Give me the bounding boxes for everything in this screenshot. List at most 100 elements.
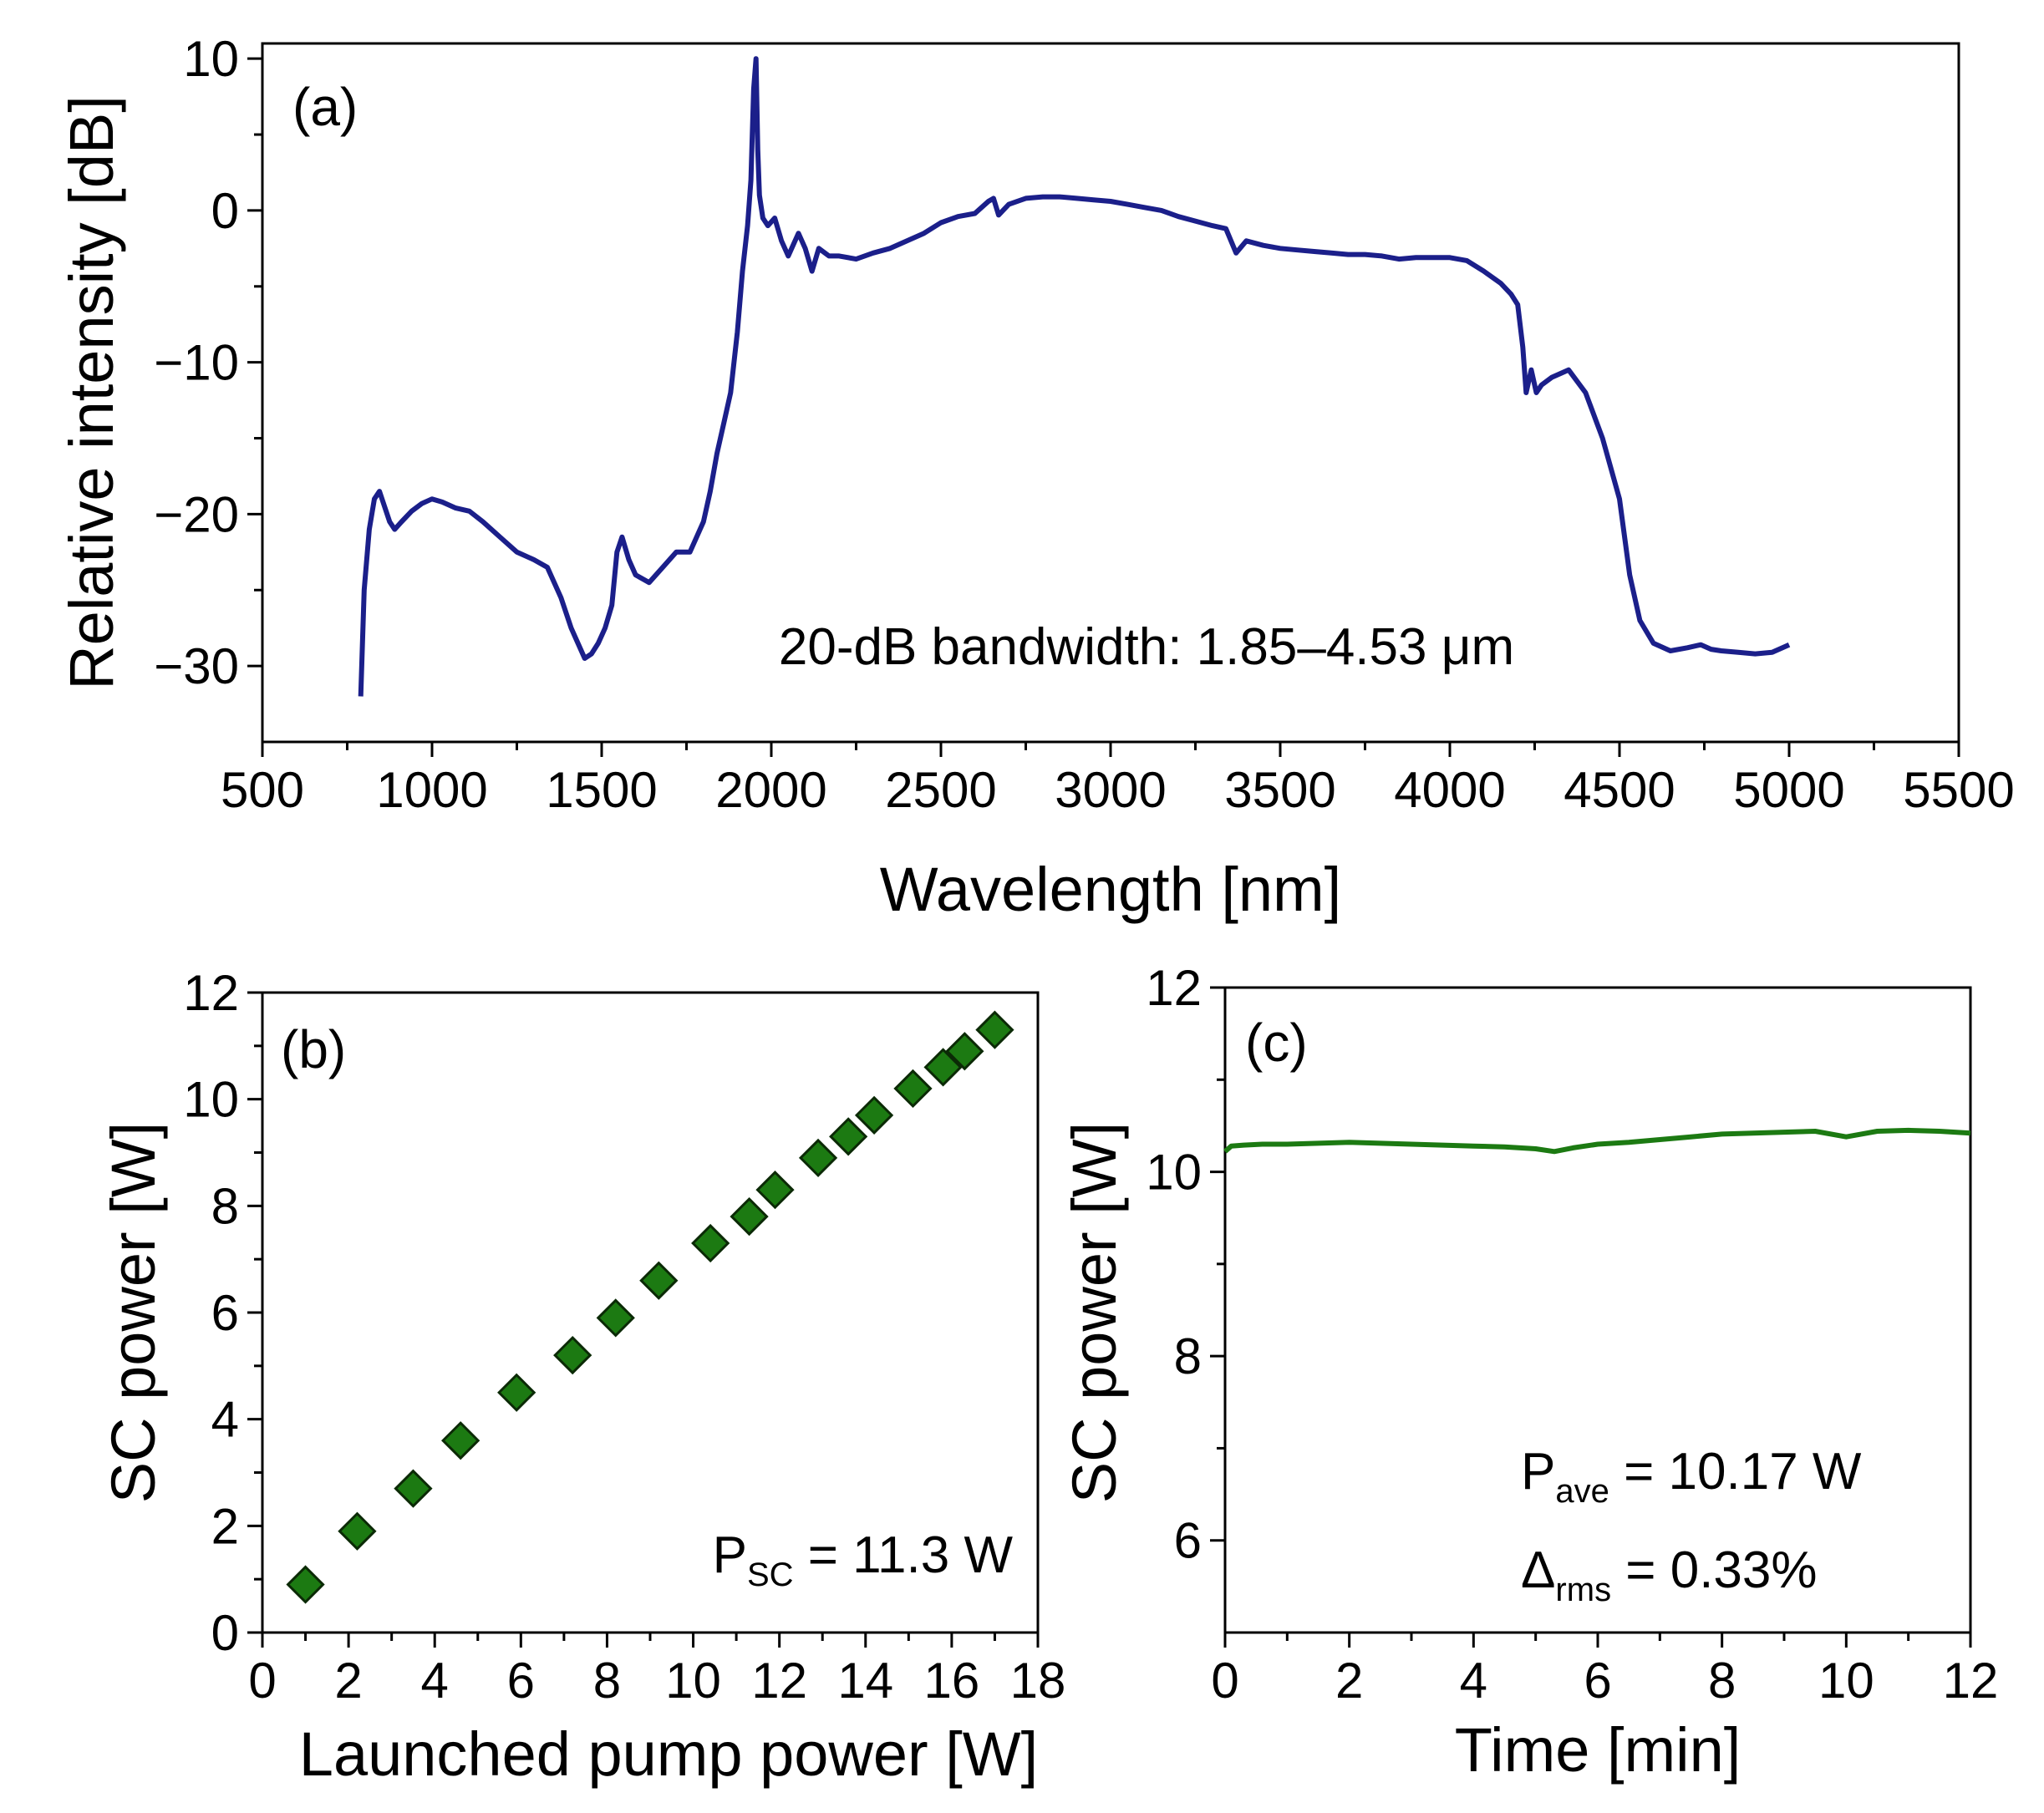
data-point xyxy=(755,1171,795,1210)
data-point xyxy=(730,1196,769,1237)
y-tick-label: 12 xyxy=(1146,960,1202,1016)
data-point xyxy=(338,1511,377,1551)
panel-c-label: (c) xyxy=(1245,1013,1308,1073)
panel-c-power-line xyxy=(1223,1127,1971,1155)
panel-c-frame xyxy=(1223,986,1972,1634)
panel-c-pave-subscript: ave xyxy=(1555,1473,1609,1510)
data-point xyxy=(945,1032,984,1071)
panel-c-y-axis-label: SC power [W] xyxy=(1060,1122,1129,1503)
panel-b-psc-subscript: SC xyxy=(747,1557,794,1593)
panel-a-x-tick-labels: 500 1000 1500 2000 2500 3000 3500 4000 4500 5000 5… xyxy=(221,762,2015,818)
panel-a-ticks xyxy=(247,57,1960,757)
panel-a-label: (a) xyxy=(292,77,358,137)
data-point xyxy=(854,1095,894,1135)
x-tick-label: 3500 xyxy=(1224,762,1335,818)
x-tick-label: 8 xyxy=(593,1653,621,1709)
panel-c-y-tick-labels: 6 8 10 12 xyxy=(1146,960,1202,1569)
panel-b-label: (b) xyxy=(281,1019,346,1079)
y-tick-label: 8 xyxy=(1174,1328,1202,1384)
data-point xyxy=(923,1048,963,1087)
panel-b-power-scaling-chart: 0 2 4 6 8 10 12 14 16 18 0 2 4 6 8 10 12 (b) PSC = 11.3… xyxy=(99,965,1065,1789)
panel-a-x-axis-label: Wavelength [nm] xyxy=(880,855,1342,924)
x-tick-label: 2000 xyxy=(715,762,826,818)
x-tick-label: 1000 xyxy=(376,762,487,818)
panel-c-pave-annotation: Pave = 10.17 W xyxy=(1521,1443,1862,1510)
data-point xyxy=(441,1421,480,1460)
x-tick-label: 0 xyxy=(1211,1653,1238,1709)
data-point xyxy=(639,1261,679,1300)
x-tick-label: 3000 xyxy=(1055,762,1166,818)
panel-b-data-points xyxy=(286,1010,1014,1604)
y-tick-label: 10 xyxy=(183,1072,239,1128)
x-tick-label: 2 xyxy=(334,1653,362,1709)
panel-b-y-axis-label: SC power [W] xyxy=(99,1122,168,1503)
y-tick-label: 8 xyxy=(211,1178,239,1234)
x-tick-label: 1500 xyxy=(546,762,657,818)
x-tick-label: 10 xyxy=(665,1653,721,1709)
panel-b-y-tick-labels: 0 2 4 6 8 10 12 xyxy=(183,965,239,1661)
data-point xyxy=(286,1565,325,1604)
y-tick-label: −30 xyxy=(154,638,239,694)
panel-a-y-tick-labels: −30 −20 −10 0 10 xyxy=(154,31,239,694)
x-tick-label: 4500 xyxy=(1564,762,1675,818)
panel-b-x-axis-label: Launched pump power [W] xyxy=(299,1719,1038,1789)
panel-c-drms-value: = 0.33% xyxy=(1611,1541,1817,1599)
panel-c-x-axis-label: Time [min] xyxy=(1455,1715,1741,1785)
panel-b-x-tick-labels: 0 2 4 6 8 10 12 14 16 18 xyxy=(248,1653,1065,1709)
x-tick-label: 16 xyxy=(924,1653,980,1709)
x-tick-label: 5000 xyxy=(1733,762,1844,818)
panel-c-pave-symbol: P xyxy=(1521,1443,1555,1501)
panel-a-y-axis-label: Relative intensity [dB] xyxy=(57,95,126,690)
x-tick-label: 4 xyxy=(421,1653,449,1709)
panel-c-drms-symbol: Δ xyxy=(1521,1541,1555,1599)
y-tick-label: 10 xyxy=(183,31,239,87)
panel-c-drms-annotation: Δrms = 0.33% xyxy=(1521,1541,1818,1608)
y-tick-label: 6 xyxy=(1174,1513,1202,1569)
x-tick-label: 6 xyxy=(1584,1653,1611,1709)
x-tick-label: 4000 xyxy=(1394,762,1505,818)
x-tick-label: 8 xyxy=(1708,1653,1736,1709)
panel-c-stability-chart: 0 2 4 6 8 10 12 6 8 10 12 (c) Pave = 10.17 W Δrms… xyxy=(1060,960,1998,1785)
x-tick-label: 10 xyxy=(1818,1653,1874,1709)
panel-b-psc-symbol: P xyxy=(713,1526,747,1584)
data-point xyxy=(691,1223,730,1263)
panel-c-drms-subscript: rms xyxy=(1555,1572,1611,1608)
y-tick-label: 6 xyxy=(211,1285,239,1341)
y-tick-label: 10 xyxy=(1146,1145,1202,1201)
data-point xyxy=(829,1117,868,1156)
data-point xyxy=(596,1298,635,1338)
y-tick-label: −10 xyxy=(154,335,239,391)
x-tick-label: 500 xyxy=(221,762,304,818)
x-tick-label: 2500 xyxy=(885,762,996,818)
y-tick-label: 0 xyxy=(211,1605,239,1661)
data-point xyxy=(394,1469,433,1508)
panel-b-psc-value: = 11.3 W xyxy=(794,1526,1014,1584)
panel-b-ticks xyxy=(247,991,1040,1648)
x-tick-label: 12 xyxy=(751,1653,807,1709)
panel-a-bandwidth-annotation: 20-dB bandwidth: 1.85–4.53 μm xyxy=(779,618,1514,676)
x-tick-label: 14 xyxy=(837,1653,893,1709)
y-tick-label: 0 xyxy=(211,183,239,239)
x-tick-label: 12 xyxy=(1943,1653,1999,1709)
panel-c-pave-value: = 10.17 W xyxy=(1609,1443,1862,1501)
panel-c-ticks xyxy=(1210,986,1972,1648)
x-tick-label: 18 xyxy=(1010,1653,1066,1709)
data-point xyxy=(893,1069,933,1109)
y-tick-label: 4 xyxy=(211,1392,239,1448)
data-point xyxy=(497,1373,536,1412)
x-tick-label: 5500 xyxy=(1903,762,2014,818)
x-tick-label: 2 xyxy=(1335,1653,1363,1709)
x-tick-label: 6 xyxy=(507,1653,535,1709)
x-tick-label: 4 xyxy=(1460,1653,1487,1709)
panel-a-spectrum-line xyxy=(358,56,1791,697)
panel-a-spectrum-chart: 500 1000 1500 2000 2500 3000 3500 4000 4500 5000 5… xyxy=(57,31,2015,924)
y-tick-label: 2 xyxy=(211,1498,239,1554)
y-tick-label: 12 xyxy=(183,965,239,1021)
data-point xyxy=(798,1138,838,1178)
panel-b-psc-annotation: PSC = 11.3 W xyxy=(713,1526,1014,1593)
panel-c-x-tick-labels: 0 2 4 6 8 10 12 xyxy=(1211,1653,1998,1709)
data-point xyxy=(553,1335,592,1375)
x-tick-label: 0 xyxy=(248,1653,276,1709)
data-point xyxy=(975,1010,1014,1049)
y-tick-label: −20 xyxy=(154,486,239,542)
